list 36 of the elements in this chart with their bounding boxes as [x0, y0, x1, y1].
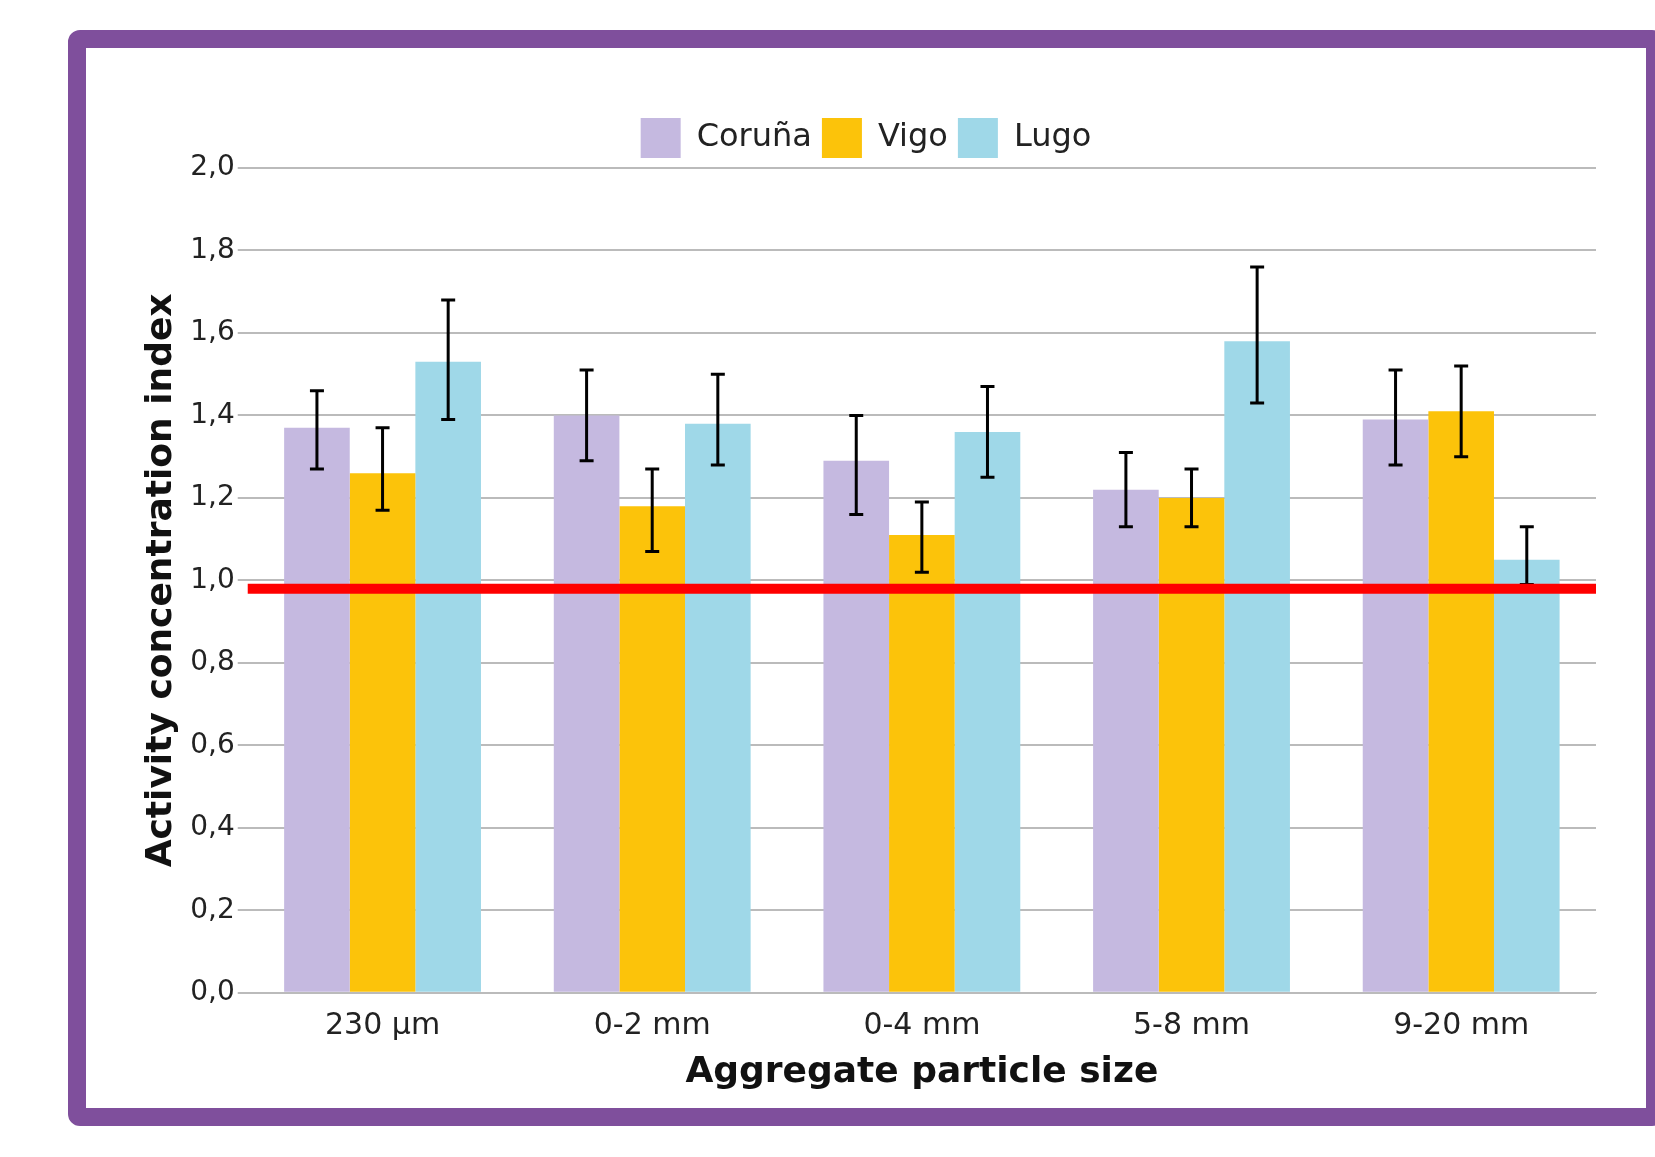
x-tick-label: 5-8 mm: [1133, 1005, 1251, 1041]
y-tick-label: 1,6: [190, 314, 235, 348]
x-tick-label: 230 µm: [325, 1005, 441, 1041]
bar: [1093, 489, 1159, 992]
bar: [619, 506, 686, 992]
legend-label: Vigo: [877, 116, 948, 155]
y-tick-label: 2,0: [190, 149, 235, 183]
legend-label: Lugo: [1013, 116, 1092, 155]
x-tick-label: 9-20 mm: [1393, 1005, 1530, 1041]
x-tick-label: 0-2 mm: [593, 1005, 711, 1041]
bar: [349, 473, 416, 992]
bar: [685, 423, 751, 992]
y-tick-label: 1,0: [190, 561, 235, 595]
bar: [889, 535, 955, 992]
legend-label: Coruña: [696, 116, 812, 155]
bar: [1493, 559, 1560, 992]
bar: [1428, 411, 1494, 992]
bar: [823, 460, 890, 992]
y-axis-title: Activity concentration index: [137, 293, 179, 868]
y-tick-label: 1,4: [190, 396, 235, 430]
x-tick-label: 0-4 mm: [863, 1005, 981, 1041]
x-axis-title: Aggregate particle size: [685, 1048, 1159, 1090]
bar: [284, 427, 350, 992]
bar: [1158, 497, 1225, 992]
y-tick-label: 1,2: [190, 479, 235, 513]
bar: [553, 415, 620, 992]
y-tick-label: 0,8: [190, 644, 235, 678]
y-tick-label: 1,8: [190, 231, 235, 265]
y-tick-label: 0,4: [190, 809, 235, 843]
y-tick-label: 0,6: [190, 726, 235, 760]
bar: [1224, 341, 1290, 992]
bar: [415, 361, 481, 992]
bar: [1362, 419, 1429, 992]
bar: [954, 431, 1021, 992]
y-tick-label: 0,2: [190, 891, 235, 925]
y-tick-label: 0,0: [190, 974, 235, 1008]
